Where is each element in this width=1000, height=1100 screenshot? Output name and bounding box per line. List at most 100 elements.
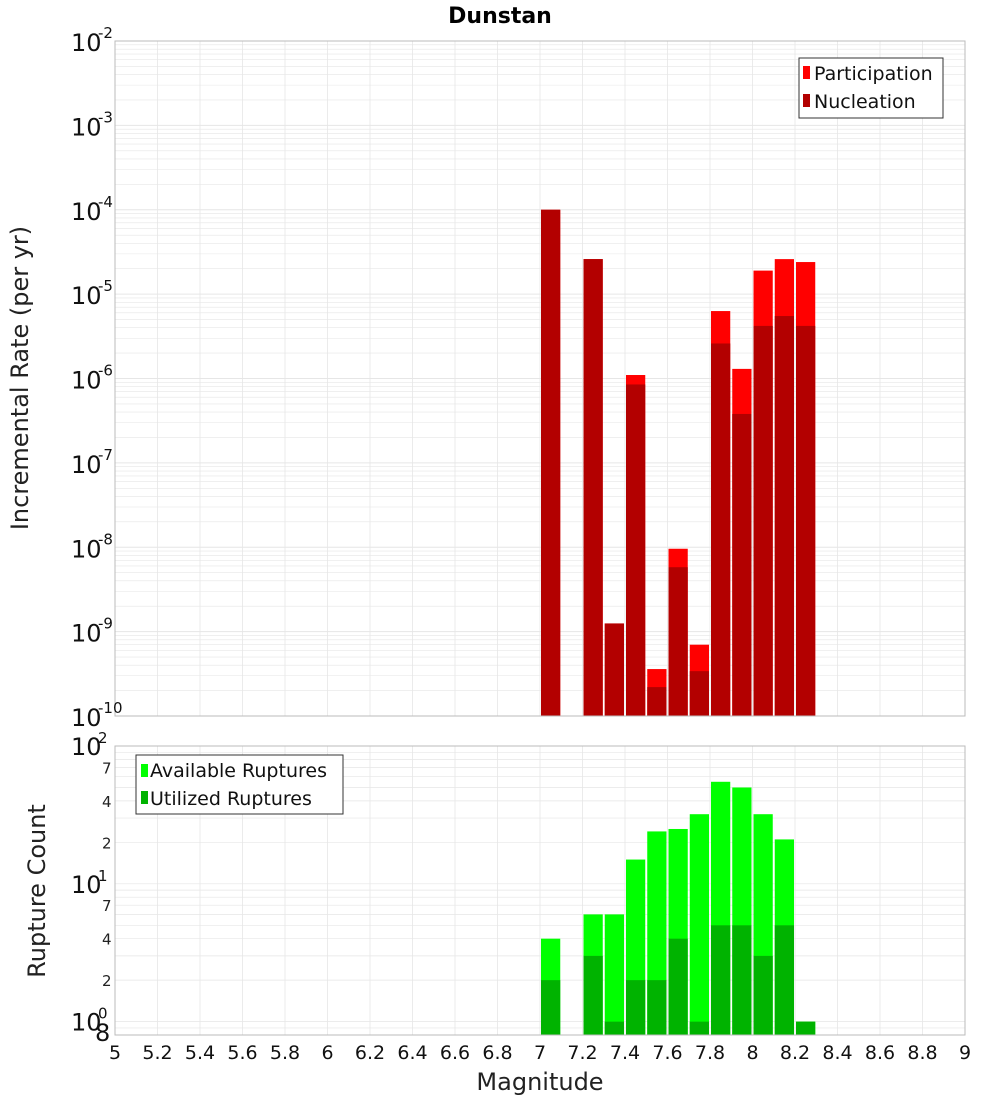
magnitude-x-tick: 8.6: [865, 1042, 895, 1064]
rate-y-tick-base: 10: [71, 704, 102, 732]
magnitude-x-tick: 5.2: [142, 1042, 172, 1064]
rate-y-tick: 10-8: [71, 530, 113, 563]
nucleation-legend-swatch: [803, 94, 810, 107]
rate-y-tick-exponent: -9: [98, 615, 113, 633]
nucleation-bar: [711, 343, 731, 716]
count-y-major-tick: 101: [71, 867, 108, 899]
utilized-bar: [647, 980, 667, 1035]
available-legend-swatch: [141, 764, 148, 777]
participation-legend-label: Participation: [814, 63, 933, 85]
utilized-legend-label: Utilized Ruptures: [150, 788, 312, 810]
rate-y-tick-base: 10: [71, 282, 102, 310]
rate-grid: [114, 41, 966, 717]
count-y-tick-base: 10: [71, 871, 102, 899]
rate-y-tick-exponent: -6: [98, 362, 113, 380]
count-bars: [541, 781, 816, 1035]
count-y-tick-exponent: 2: [98, 729, 108, 747]
utilized-bar: [583, 955, 603, 1035]
utilized-bar: [604, 1021, 624, 1035]
utilized-bar: [796, 1021, 816, 1035]
magnitude-x-tick: 6.8: [482, 1042, 512, 1064]
rate-y-axis-label: Incremental Rate (per yr): [6, 226, 34, 530]
utilized-legend-swatch: [141, 791, 148, 804]
rate-y-tick: 10-2: [71, 24, 113, 57]
magnitude-x-tick: 5.6: [227, 1042, 257, 1064]
magnitude-x-tick: 9: [959, 1042, 971, 1064]
available-bar: [604, 914, 624, 1035]
rate-y-tick-exponent: -8: [98, 530, 113, 548]
nucleation-bar: [626, 384, 646, 716]
magnitude-x-tick: 6.4: [397, 1042, 427, 1064]
count-y-major-tick: 100: [71, 1005, 108, 1037]
rate-y-tick-base: 10: [71, 535, 102, 563]
magnitude-x-tick: 6.2: [355, 1042, 385, 1064]
magnitude-x-tick: 7.6: [652, 1042, 682, 1064]
rate-y-tick-exponent: -2: [98, 24, 113, 42]
magnitude-x-tick: 8: [746, 1042, 758, 1064]
rate-y-tick-exponent: -10: [98, 699, 123, 717]
nucleation-bar: [541, 209, 561, 716]
count-legend-box: [135, 754, 344, 815]
count-y-tick-exponent: 0: [98, 1005, 108, 1023]
magnitude-x-tick: 6.6: [440, 1042, 470, 1064]
utilized-bar: [753, 955, 773, 1035]
nucleation-bar: [689, 671, 709, 716]
count-y-major-tick: 102: [71, 729, 108, 761]
rate-bars: [541, 209, 816, 716]
participation-legend-swatch: [803, 66, 810, 79]
rate-y-ticks: 10-210-310-410-510-610-710-810-910-10: [71, 24, 123, 732]
nucleation-bar: [732, 413, 752, 716]
utilized-bar: [711, 925, 731, 1035]
rate-y-tick: 10-9: [71, 615, 113, 648]
rate-y-tick: 10-4: [71, 193, 113, 226]
available-legend-label: Available Ruptures: [150, 760, 327, 782]
count-y-minor-tick: 2: [102, 972, 112, 990]
magnitude-x-tick: 7.4: [610, 1042, 640, 1064]
rate-y-tick-exponent: -4: [98, 193, 113, 211]
utilized-bar: [689, 1021, 709, 1035]
available-bar: [689, 814, 709, 1035]
rate-y-tick: 10-6: [71, 362, 113, 395]
utilized-bar: [541, 980, 561, 1035]
count-y-tick-exponent: 1: [98, 867, 108, 885]
count-y-minor-tick: 4: [102, 931, 112, 949]
utilized-bar: [732, 925, 752, 1035]
count-y-minor-tick: 2: [102, 834, 112, 852]
magnitude-x-tick: 7.2: [567, 1042, 597, 1064]
rate-y-tick: 10-5: [71, 277, 113, 310]
count-y-tick-base: 10: [71, 1009, 102, 1037]
rate-y-tick-base: 10: [71, 620, 102, 648]
magnitude-x-tick: 7.8: [695, 1042, 725, 1064]
magnitude-x-tick: 5.4: [185, 1042, 215, 1064]
rate-panel: 10-210-310-410-510-610-710-810-910-10 In…: [6, 24, 966, 732]
rate-y-tick: 10-10: [71, 699, 123, 732]
magnitude-x-tick: 8.8: [907, 1042, 937, 1064]
chart-title: Dunstan: [448, 4, 552, 29]
count-y-axis-label: Rupture Count: [23, 804, 51, 978]
rate-y-tick-base: 10: [71, 451, 102, 479]
magnitude-x-axis-label: Magnitude: [476, 1068, 603, 1096]
count-y-minor-tick: 7: [102, 759, 112, 777]
nucleation-bar: [774, 316, 794, 716]
magnitude-x-ticks: 5 5.2 5.4 5.6 5.8 6 6.2 6.4 6.6 6.8 7 7.2 7.4 7.6 7.8 8…: [109, 1042, 971, 1064]
nucleation-legend-label: Nucleation: [814, 91, 916, 113]
magnitude-x-tick: 5.8: [270, 1042, 300, 1064]
magnitude-x-tick: 8.2: [780, 1042, 810, 1064]
magnitude-x-tick: 6: [321, 1042, 333, 1064]
nucleation-bar: [583, 259, 603, 716]
rate-y-tick-base: 10: [71, 29, 102, 57]
magnitude-x-tick: 8.4: [822, 1042, 852, 1064]
rate-y-tick: 10-7: [71, 446, 113, 479]
count-legend: Available Ruptures Utilized Ruptures: [135, 754, 344, 815]
count-y-tick-base: 10: [71, 733, 102, 761]
nucleation-bar: [647, 687, 667, 716]
rate-y-tick-base: 10: [71, 367, 102, 395]
rate-y-tick-base: 10: [71, 113, 102, 141]
utilized-bar: [774, 925, 794, 1035]
utilized-bar: [626, 980, 646, 1035]
rate-plot-frame: [114, 40, 966, 717]
rate-y-tick-exponent: -7: [98, 446, 113, 464]
